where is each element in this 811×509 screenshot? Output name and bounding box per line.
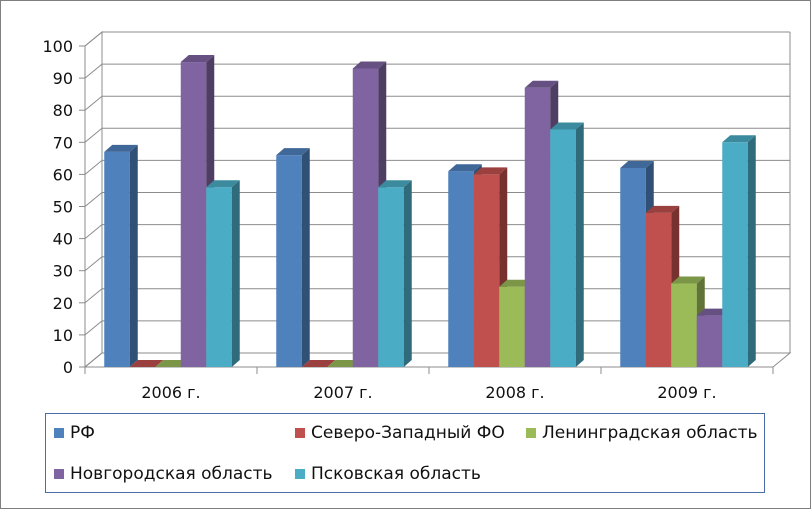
bar-top bbox=[499, 279, 533, 287]
bar-top bbox=[129, 360, 164, 367]
bar-top bbox=[696, 308, 731, 316]
legend-item-leningrad: Ленинградская область bbox=[526, 423, 758, 443]
bar-front bbox=[473, 174, 500, 367]
y-tick-label: 30 bbox=[53, 262, 73, 281]
x-tick-label: 2007 г. bbox=[313, 383, 372, 402]
y-tick-label: 20 bbox=[53, 294, 73, 313]
bar-top bbox=[104, 144, 138, 152]
bar-top bbox=[620, 160, 654, 168]
legend-label: Псковская область bbox=[311, 464, 481, 484]
legend-swatch bbox=[295, 428, 305, 438]
x-tick-label: 2009 г. bbox=[657, 383, 716, 402]
legend-label: Ленинградская область bbox=[542, 423, 758, 443]
legend-swatch bbox=[526, 428, 536, 438]
bar bbox=[129, 360, 164, 367]
bar bbox=[155, 360, 189, 367]
bar-top bbox=[671, 276, 705, 284]
gridline bbox=[84, 31, 790, 47]
bar-top bbox=[645, 205, 680, 213]
tick-labels: 0 10 20 30 40 50 60 70 80 90 100 2006 г. 2007 г. 2008… bbox=[42, 37, 716, 402]
bar-front bbox=[448, 171, 474, 367]
bar-front bbox=[722, 142, 748, 367]
bar-side bbox=[231, 180, 240, 367]
bar-top bbox=[327, 360, 361, 367]
bar-top bbox=[550, 122, 584, 130]
bar bbox=[206, 180, 240, 367]
bar-front bbox=[378, 187, 404, 367]
bar-front bbox=[696, 315, 723, 367]
y-tick-label: 90 bbox=[53, 69, 73, 88]
bar bbox=[327, 360, 361, 367]
bar-top bbox=[276, 148, 310, 156]
bar bbox=[722, 135, 756, 367]
y-tick-label: 0 bbox=[63, 358, 73, 377]
y-tick-label: 60 bbox=[53, 165, 73, 184]
legend-label: Северо-Западный ФО bbox=[311, 423, 505, 443]
gridline bbox=[84, 63, 790, 79]
bar bbox=[276, 148, 310, 367]
y-tick-label: 50 bbox=[53, 198, 73, 217]
bar-side bbox=[575, 122, 584, 368]
legend-item-rf: РФ bbox=[54, 423, 95, 443]
bar-front bbox=[550, 129, 576, 367]
bar-side bbox=[403, 180, 412, 367]
bar-top bbox=[524, 80, 559, 88]
bar-front bbox=[671, 283, 697, 367]
bar-side bbox=[747, 135, 756, 367]
bar-front bbox=[104, 151, 130, 367]
bar-front bbox=[499, 286, 525, 367]
legend-item-pskov: Псковская область bbox=[295, 464, 481, 484]
bar-front bbox=[352, 68, 379, 367]
bar-top bbox=[722, 135, 756, 143]
bar bbox=[104, 144, 138, 367]
bars bbox=[104, 55, 756, 368]
legend: РФ Северо-Западный ФО Ленинградская обла… bbox=[45, 413, 765, 493]
bar-side bbox=[129, 144, 138, 367]
bar bbox=[301, 360, 336, 367]
bar-top bbox=[378, 180, 412, 188]
bar-top bbox=[180, 55, 215, 63]
bar-top bbox=[301, 360, 336, 367]
legend-swatch bbox=[54, 469, 64, 479]
legend-swatch bbox=[54, 428, 64, 438]
y-tick-label: 80 bbox=[53, 101, 73, 120]
y-tick-label: 10 bbox=[53, 326, 73, 345]
bar bbox=[378, 180, 412, 367]
bar-front bbox=[645, 212, 672, 367]
bar-top bbox=[352, 61, 387, 69]
legend-swatch bbox=[295, 469, 305, 479]
bar-top bbox=[155, 360, 189, 367]
bar-side bbox=[301, 148, 310, 367]
bar-top bbox=[473, 167, 508, 175]
x-tick-label: 2006 г. bbox=[141, 383, 200, 402]
x-tick-label: 2008 г. bbox=[485, 383, 544, 402]
y-tick-label: 70 bbox=[53, 133, 73, 152]
gridline bbox=[84, 95, 790, 111]
bar-top bbox=[206, 180, 240, 188]
legend-label: Новгородская область bbox=[70, 464, 273, 484]
bar-front bbox=[180, 62, 207, 368]
bar bbox=[550, 122, 584, 368]
y-tick-label: 100 bbox=[42, 37, 73, 56]
bar-front bbox=[276, 155, 302, 367]
legend-label: РФ bbox=[70, 423, 95, 443]
bar-front bbox=[206, 187, 232, 367]
legend-item-novgorod: Новгородская область bbox=[54, 464, 273, 484]
legend-item-nw-fo: Северо-Западный ФО bbox=[295, 423, 505, 443]
bar-front bbox=[524, 87, 551, 367]
bar-top bbox=[448, 164, 482, 172]
y-tick-label: 40 bbox=[53, 230, 73, 249]
bar-front bbox=[620, 167, 646, 367]
chart-area: 0 10 20 30 40 50 60 70 80 90 100 2006 г. 2007 г. 2008… bbox=[42, 30, 792, 402]
